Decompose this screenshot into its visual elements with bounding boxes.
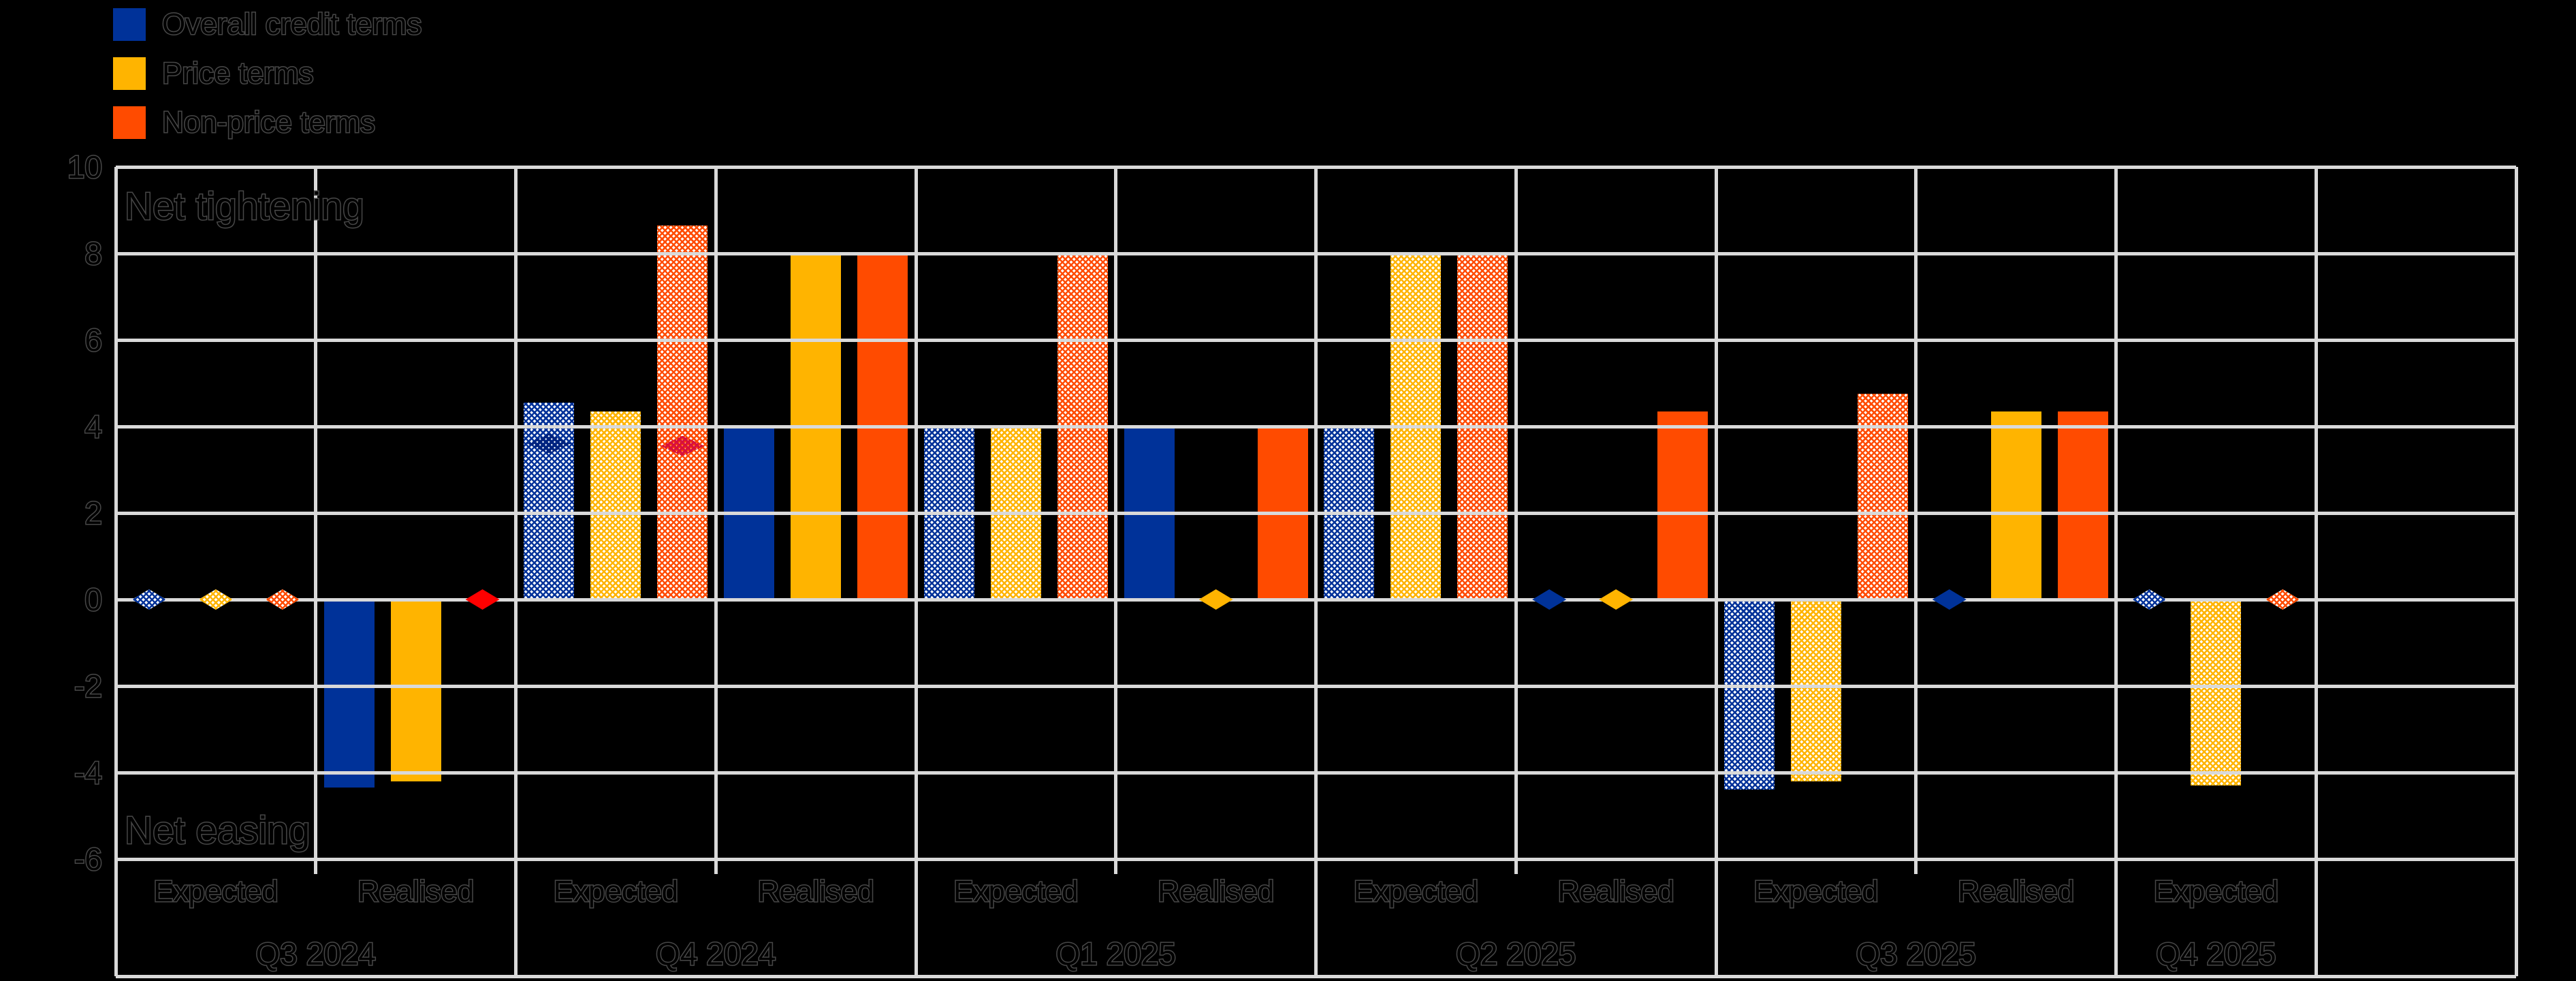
bar-expected-q4-2024-overall-credit-terms: [524, 403, 575, 600]
axis-tick-7: [1514, 859, 1518, 874]
bar-realised-q3-2025-non-price-terms: [2057, 411, 2108, 600]
axis-tick-1: [314, 859, 318, 874]
divider-x-0: [114, 167, 118, 859]
x-label-q1-2025-expected: Expected: [953, 874, 1079, 909]
x-label-quarter-q3-2025: Q3 2025: [1855, 936, 1977, 972]
axis-tick-10: [2114, 859, 2118, 976]
diamond-expected-q3-2024-non-price-terms: [265, 589, 300, 610]
bar-realised-q3-2024-price-terms: [390, 600, 441, 781]
divider-x-2: [514, 167, 518, 859]
x-label-q3-2024-realised: Realised: [357, 874, 475, 909]
axis-tick-4: [914, 859, 918, 976]
divider-x-1: [314, 167, 318, 859]
y-tick-label-10: 10: [66, 149, 103, 185]
x-label-q1-2025-realised: Realised: [1157, 874, 1275, 909]
legend-label-2: Non-price terms: [161, 105, 377, 140]
divider-x-5: [1114, 167, 1118, 859]
diamond-expected-q4-2025-overall-credit-terms: [2132, 589, 2167, 610]
divider-x-8: [1714, 167, 1718, 859]
diamond-realised-q2-2025-price-terms: [1599, 589, 1634, 610]
y-tick-label-4: 4: [84, 409, 104, 444]
divider-x-4: [914, 167, 918, 859]
x-label-q3-2025-expected: Expected: [1753, 874, 1879, 909]
y-tick-label-6: 6: [84, 322, 104, 358]
y-tick-label--4: -4: [74, 755, 104, 790]
y-tick-label-0: 0: [84, 582, 104, 617]
x-label-quarter-q4-2024: Q4 2024: [655, 936, 777, 972]
y-tick-label--2: -2: [74, 668, 104, 704]
legend-swatch-2: [113, 106, 146, 139]
axis-tick-5: [1114, 859, 1118, 874]
diamond-expected-q3-2024-price-terms: [198, 589, 233, 610]
divider-x-11: [2314, 167, 2318, 859]
y-tick-label--6: -6: [74, 841, 104, 877]
x-label-q3-2025-realised: Realised: [1957, 874, 2076, 909]
legend-swatch-1: [113, 57, 146, 90]
axis-tick-11: [2314, 859, 2318, 976]
axis-tick-8: [1714, 859, 1718, 976]
x-label-q4-2024-realised: Realised: [757, 874, 875, 909]
legend-label-0: Overall credit terms: [161, 7, 422, 42]
axis-tick-2: [514, 859, 518, 976]
x-label-quarter-q2-2025: Q2 2025: [1455, 936, 1577, 972]
bar-expected-q3-2025-non-price-terms: [1857, 394, 1908, 600]
diamond-realised-q3-2025-overall-credit-terms: [1932, 589, 1967, 610]
x-label-q2-2025-expected: Expected: [1352, 874, 1479, 909]
bar-realised-q3-2025-price-terms: [1990, 411, 2041, 600]
divider-x-6: [1314, 167, 1318, 859]
axis-tick-3: [714, 859, 718, 874]
bar-expected-q3-2025-price-terms: [1790, 600, 1841, 781]
diamond-realised-q3-2024-non-price-terms: [465, 589, 500, 610]
bar-realised-q2-2025-non-price-terms: [1657, 411, 1708, 600]
annotation-net-easing: Net easing: [124, 809, 312, 853]
y-tick-label-8: 8: [84, 236, 104, 271]
divider-x-10: [2114, 167, 2118, 859]
y-tick-label-2: 2: [84, 495, 104, 531]
diamond-expected-q3-2024-overall-credit-terms: [131, 589, 166, 610]
x-label-q4-2025-expected: Expected: [2152, 874, 2279, 909]
axis-tick-12: [2514, 859, 2518, 976]
legend-label-1: Price terms: [161, 56, 314, 91]
bar-expected-q4-2024-non-price-terms: [657, 225, 708, 600]
annotation-net-tightening: Net tightening: [124, 185, 366, 229]
legend-swatch-0: [113, 8, 146, 41]
divider-x-7: [1514, 167, 1518, 859]
diamond-realised-q1-2025-price-terms: [1198, 589, 1233, 610]
bar-expected-q4-2025-price-terms: [2191, 600, 2242, 786]
axis-tick-9: [1914, 859, 1918, 874]
x-label-q4-2024-expected: Expected: [552, 874, 679, 909]
bar-expected-q4-2024-price-terms: [590, 411, 641, 600]
axis-tick-6: [1314, 859, 1318, 976]
divider-x-3: [714, 167, 718, 859]
divider-x-9: [1914, 167, 1918, 859]
axis-bottom-line: [116, 974, 2516, 978]
x-label-quarter-q1-2025: Q1 2025: [1055, 936, 1177, 972]
bar-realised-q3-2024-overall-credit-terms: [323, 600, 375, 788]
x-label-quarter-q4-2025: Q4 2025: [2155, 936, 2277, 972]
diamond-expected-q4-2025-non-price-terms: [2265, 589, 2300, 610]
divider-x-12: [2514, 167, 2518, 859]
x-label-quarter-q3-2024: Q3 2024: [255, 936, 377, 972]
x-label-q2-2025-realised: Realised: [1557, 874, 1675, 909]
diamond-realised-q2-2025-overall-credit-terms: [1532, 589, 1567, 610]
bar-expected-q3-2025-overall-credit-terms: [1723, 600, 1775, 790]
x-label-q3-2024-expected: Expected: [153, 874, 279, 909]
axis-tick-0: [114, 859, 118, 976]
